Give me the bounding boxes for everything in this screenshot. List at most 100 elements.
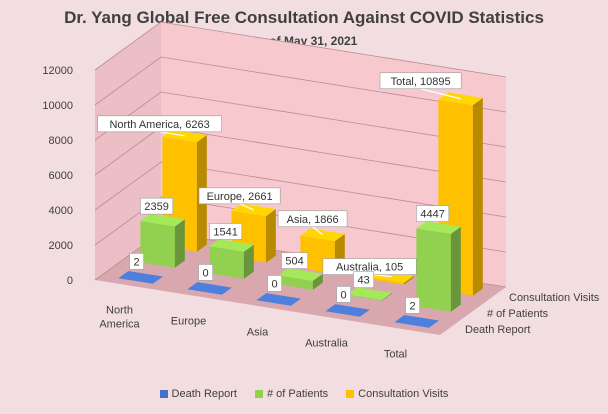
bar-consultation-visits-4-side	[472, 97, 483, 296]
data-label-consultation-visits-3: Australia, 105	[322, 258, 417, 278]
data-label-death-report-1-box	[198, 264, 213, 281]
data-label-death-report-1: 0	[198, 264, 213, 281]
data-label-death-report-2-box	[267, 275, 282, 292]
data-label-patients-0-box	[140, 197, 174, 215]
bar-death-report-1	[187, 282, 232, 295]
x-tick-label: Total	[384, 349, 407, 361]
data-label-death-report-0: 2	[129, 253, 144, 270]
gridline	[94, 196, 507, 253]
bar-death-report-0-top	[118, 271, 163, 284]
x-tick-label-line: Asia	[247, 327, 269, 339]
bar-death-report-3-top	[325, 304, 370, 317]
data-label-consultation-visits-4-text: Total, 10895	[391, 76, 451, 88]
bar-consultation-visits-3-front	[369, 277, 404, 285]
legend-label-patients: # of Patients	[266, 388, 329, 400]
data-label-consultation-visits-2-box	[277, 210, 348, 228]
data-label-consultation-visits-0: North America, 6263	[97, 115, 222, 137]
bar-patients-1-top	[209, 239, 254, 252]
data-label-death-report-2-text: 0	[272, 278, 278, 290]
data-label-death-report-4: 2	[405, 297, 420, 314]
data-label-consultation-visits-4-box	[379, 72, 462, 90]
data-label-consultation-visits-0-leader	[159, 131, 185, 137]
bar-patients-2-front	[278, 275, 313, 290]
data-label-patients-1: 1541	[209, 223, 243, 240]
bar-death-report-1-top	[187, 282, 232, 295]
bar-death-report-0	[118, 271, 163, 284]
bar-death-report-4-top	[394, 315, 439, 328]
x-tick-label: Europe	[171, 316, 206, 328]
depth-axis-label: # of Patients	[487, 308, 549, 320]
bar-patients-4-top	[416, 221, 461, 234]
legend-label-consultation-visits: Consultation Visits	[358, 388, 449, 400]
legend-item-consultation-visits: Consultation Visits	[346, 388, 448, 400]
gridline	[94, 161, 507, 218]
legend-label-death-report: Death Report	[171, 388, 237, 400]
data-label-consultation-visits-4: Total, 10895	[379, 72, 462, 100]
data-label-patients-0: 2359	[140, 197, 174, 215]
x-tick-label: North America	[99, 305, 140, 331]
y-tick-label: 6000	[49, 170, 73, 182]
bar-death-report-4-side	[428, 320, 439, 328]
y-tick-label: 4000	[49, 205, 73, 217]
bar-patients-3-front	[347, 294, 382, 301]
legend-item-death-report: Death Report	[159, 388, 237, 400]
bar-patients-4-side	[450, 226, 461, 312]
legend-item-patients: # of Patients	[254, 388, 329, 400]
x-tick-label: Asia	[247, 327, 269, 339]
depth-axis-label: Death Report	[465, 324, 530, 336]
x-tick-label: Australia	[305, 338, 349, 350]
data-label-patients-2-text: 504	[285, 256, 303, 268]
bar-death-report-0-side	[152, 276, 163, 284]
data-label-patients-4: 4447	[416, 205, 450, 222]
bar-patients-2	[278, 268, 323, 290]
data-label-consultation-visits-2-leader	[312, 226, 323, 236]
data-label-consultation-visits-1-box	[198, 187, 281, 205]
bar-patients-1-front	[209, 246, 244, 279]
x-tick-label-line: North	[106, 305, 133, 317]
data-label-death-report-3-box	[336, 286, 351, 303]
data-label-consultation-visits-1-leader	[239, 203, 254, 211]
bar-patients-4	[416, 221, 461, 312]
bar-patients-1-side	[243, 244, 254, 279]
depth-axis-label: Consultation Visits	[509, 292, 600, 304]
data-label-death-report-0-text: 2	[134, 256, 140, 268]
data-label-patients-0-text: 2359	[144, 201, 168, 213]
y-tick-label: 10000	[42, 100, 73, 112]
data-label-patients-1-box	[209, 223, 243, 240]
data-label-consultation-visits-0-text: North America, 6263	[109, 119, 209, 131]
data-label-patients-2: 504	[281, 252, 309, 269]
data-label-consultation-visits-2: Asia, 1866	[277, 210, 348, 236]
data-label-consultation-visits-3-text: Australia, 105	[336, 262, 403, 274]
chart-title: Dr. Yang Global Free Consultation Agains…	[64, 8, 544, 27]
data-label-patients-4-box	[416, 205, 450, 222]
data-label-patients-3: 43	[353, 271, 375, 288]
bar-consultation-visits-3-side	[403, 275, 414, 285]
bar-death-report-4-front	[394, 322, 429, 328]
x-tick-label-line: Australia	[305, 338, 349, 350]
bar-death-report-2-top	[256, 293, 301, 306]
bar-patients-4-front	[416, 228, 451, 312]
data-label-death-report-4-box	[405, 297, 420, 314]
bar-patients-2-top	[278, 268, 323, 281]
bar-death-report-2	[256, 293, 301, 306]
data-label-patients-2-box	[281, 252, 309, 269]
bar-consultation-visits-1-side	[265, 209, 276, 263]
gridline	[94, 56, 507, 113]
legend-swatch-patients	[254, 390, 263, 398]
bar-death-report-3	[325, 304, 370, 317]
data-label-consultation-visits-4-leader	[420, 88, 461, 100]
bar-patients-0-side	[174, 219, 185, 268]
y-tick-label: 12000	[42, 65, 73, 77]
bar-patients-3-top	[347, 287, 392, 300]
legend-swatch-consultation-visits	[346, 390, 355, 398]
data-label-patients-3-text: 43	[357, 275, 369, 287]
data-label-consultation-visits-0-box	[97, 115, 222, 133]
legend-swatch-death-report	[159, 390, 168, 398]
data-label-patients-3-box	[353, 271, 375, 288]
y-tick-label: 0	[67, 275, 73, 287]
bar-patients-0-top	[140, 213, 185, 227]
data-label-death-report-3-text: 0	[341, 289, 347, 301]
bar-patients-0	[140, 213, 185, 268]
bar-patients-3-side	[381, 292, 392, 301]
